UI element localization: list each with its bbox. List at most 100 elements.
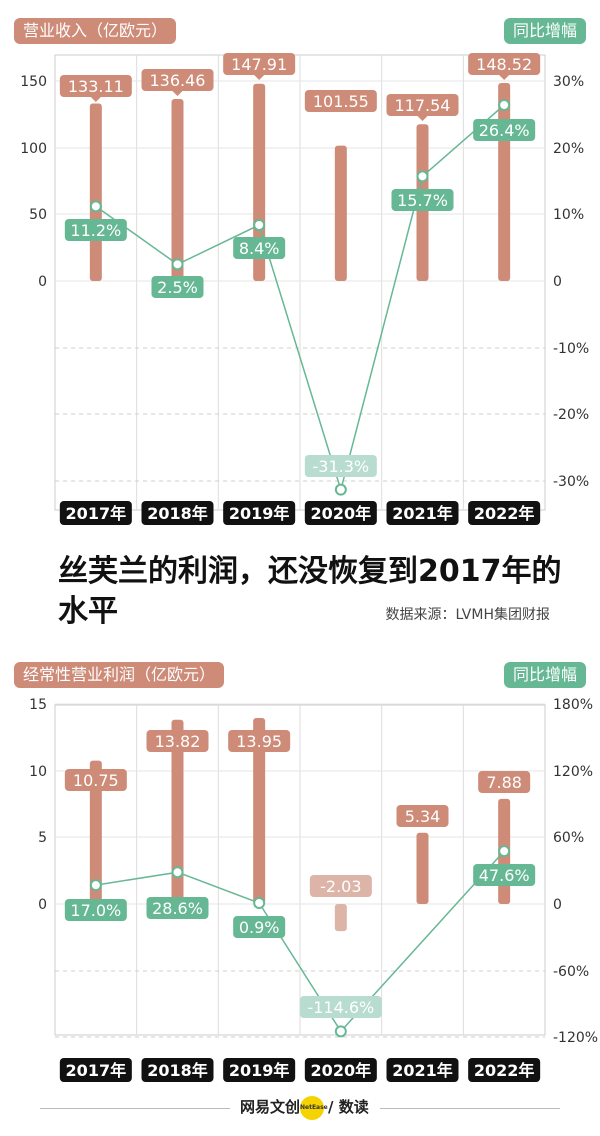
bar-value-label-text: -2.03 <box>320 877 361 896</box>
growth-value-label: 2.5% <box>151 276 204 298</box>
growth-point-2020年 <box>334 483 347 496</box>
bar-value-label-pointer <box>254 725 265 730</box>
headline: 丝芙兰的利润，还没恢复到2017年的水平 <box>58 554 562 629</box>
bar-value-label: -2.03 <box>309 875 372 897</box>
bar-value-label-text: 101.55 <box>313 92 369 111</box>
right-tick-label: 30% <box>553 74 584 90</box>
footer-line-right <box>380 1108 560 1109</box>
growth-value-label-bg <box>64 899 127 921</box>
growth-value-label: 17.0% <box>64 899 127 921</box>
bar-value-label-text: 5.34 <box>405 807 441 826</box>
bar-value-label-pointer <box>499 75 510 80</box>
growth-line-segment <box>340 176 424 490</box>
right-tick-label: -10% <box>553 341 589 357</box>
bar-value-label-text: 136.46 <box>150 71 206 90</box>
left-tick-label: 15 <box>29 697 47 713</box>
growth-value-label: 26.4% <box>473 119 536 141</box>
right-tick-label: -30% <box>553 474 589 490</box>
growth-value-label-bg <box>64 219 127 241</box>
right-tick-label: -60% <box>553 964 589 980</box>
growth-value-label-bg <box>233 916 286 938</box>
footer-column: / 数读 <box>328 1098 369 1116</box>
right-tick-label: 60% <box>553 830 584 846</box>
category-label-bg <box>386 501 459 525</box>
bar-2020年 <box>334 904 347 932</box>
right-tick-label: 20% <box>553 141 584 157</box>
category-label: 2022年 <box>474 1061 535 1080</box>
category-label: 2020年 <box>311 504 372 523</box>
bar-value-label-bg <box>468 53 541 75</box>
growth-value-label: 8.4% <box>233 237 286 259</box>
category-label: 2018年 <box>147 504 208 523</box>
growth-line-segment <box>177 871 260 904</box>
bar-value-label: 7.88 <box>478 771 531 793</box>
category-label-bg <box>304 1058 377 1082</box>
bar-value-label-bg <box>223 53 296 75</box>
bar-value-label-text: 133.11 <box>68 77 124 96</box>
growth-value-label-text: 28.6% <box>152 899 203 918</box>
bar-value-label: 13.82 <box>146 725 209 752</box>
bar-2017年 <box>89 103 102 282</box>
bar-2021年 <box>416 832 429 904</box>
right-tick-label: 180% <box>553 697 593 713</box>
chart1-left-axis-title: 营业收入（亿欧元） <box>14 18 177 44</box>
category-label: 2018年 <box>147 1061 208 1080</box>
category-label-bg <box>223 1058 296 1082</box>
bar-value-label: 5.34 <box>396 805 449 827</box>
chart2-left-axis-title: 经常性营业利润（亿欧元） <box>14 662 225 688</box>
growth-point-2017年 <box>89 879 102 892</box>
bar-value-label: 133.11 <box>59 75 132 102</box>
bar-2017年 <box>89 760 102 904</box>
left-tick-label: 0 <box>38 897 47 913</box>
left-tick-label: 150 <box>20 74 47 90</box>
left-tick-label: 5 <box>38 830 47 846</box>
growth-value-label-text: -31.3% <box>313 457 370 476</box>
growth-line-segment <box>177 224 260 266</box>
growth-value-label: 11.2% <box>64 219 127 241</box>
left-tick-label: 0 <box>38 274 47 290</box>
growth-value-label-text: -114.6% <box>307 998 374 1017</box>
bar-value-label-pointer <box>172 725 183 730</box>
bar-2018年 <box>171 99 184 281</box>
bar-value-label: 101.55 <box>304 90 377 112</box>
chart2-right-axis-title: 同比增幅 <box>503 662 586 688</box>
bar-2018年 <box>171 719 184 904</box>
growth-point-2021年 <box>416 170 429 183</box>
left-tick-label: 100 <box>20 141 47 157</box>
growth-value-label: 15.7% <box>391 189 454 211</box>
bar-value-label: 148.52 <box>468 53 541 80</box>
footer: 网易文创 NetEase / 数读 <box>0 1092 600 1126</box>
category-label: 2019年 <box>229 1061 290 1080</box>
bar-value-label-bg <box>146 730 209 752</box>
growth-value-label-bg <box>473 864 536 886</box>
growth-value-label-text: 26.4% <box>479 121 530 140</box>
bar-value-label-bg <box>396 805 449 827</box>
category-label-bg <box>59 1058 132 1082</box>
bar-value-label-pointer <box>90 764 101 769</box>
bar-value-label-bg <box>64 769 127 791</box>
right-tick-label: -120% <box>553 1030 598 1046</box>
bar-value-label-bg <box>59 75 132 97</box>
bar-value-label: 117.54 <box>386 94 459 121</box>
footer-brand: 网易文创 <box>240 1098 301 1116</box>
bar-value-label-text: 13.95 <box>236 732 282 751</box>
bar-value-label: 147.91 <box>223 53 296 80</box>
category-label-bg <box>468 501 541 525</box>
growth-value-label: 47.6% <box>473 864 536 886</box>
growth-point-2019年 <box>253 897 266 909</box>
right-tick-label: -20% <box>553 407 589 423</box>
growth-point-2022年 <box>498 845 511 858</box>
growth-value-label-bg <box>151 276 204 298</box>
category-label: 2019年 <box>229 504 290 523</box>
right-tick-label: 120% <box>553 764 593 780</box>
bar-2020年 <box>334 145 347 281</box>
growth-value-label: -114.6% <box>299 996 382 1018</box>
bar-value-label-pointer <box>90 97 101 102</box>
growth-value-label-text: 11.2% <box>70 221 121 240</box>
growth-point-2022年 <box>498 99 511 111</box>
growth-line-segment <box>422 104 505 177</box>
growth-value-label-bg <box>304 455 377 477</box>
growth-point-2017年 <box>89 200 102 213</box>
bar-value-label-bg <box>228 730 291 752</box>
right-tick-label: 0 <box>553 274 562 290</box>
